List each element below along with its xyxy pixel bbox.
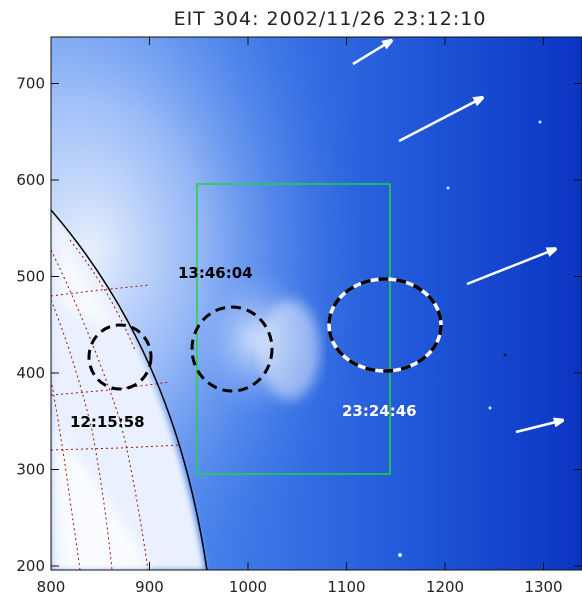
cme-core [260, 300, 320, 400]
ellipse-23-24 [327, 277, 443, 373]
star-dot [398, 553, 402, 557]
x-axis: 800 900 1000 1100 1200 1300 [37, 37, 563, 596]
time-label-2324: 23:24:46 [342, 402, 417, 420]
y-tick-label: 600 [16, 171, 45, 189]
x-tick-label: 1200 [426, 578, 464, 596]
ellipse-13-46 [190, 305, 274, 393]
heliographic-grid [51, 239, 181, 570]
time-label-1346: 13:46:04 [178, 264, 253, 282]
disk-texture [60, 240, 115, 330]
star-dot [488, 406, 492, 410]
arrow [398, 99, 480, 143]
star-dot [538, 120, 542, 124]
flow-arrows [352, 42, 560, 434]
y-tick-label: 500 [16, 268, 45, 286]
time-label-1215: 12:15:58 [70, 413, 145, 431]
solar-limb [51, 209, 208, 570]
arrow [466, 250, 553, 286]
x-tick-label: 1000 [229, 578, 267, 596]
x-tick-label: 1100 [327, 578, 365, 596]
arrow [515, 421, 560, 434]
star-dot [446, 186, 450, 190]
y-tick-label: 700 [16, 75, 45, 93]
ellipse-12-15 [87, 323, 153, 391]
y-tick-label: 400 [16, 364, 45, 382]
star-dot [503, 353, 507, 357]
y-tick-label: 300 [16, 461, 45, 479]
plot-frame [50, 36, 582, 571]
x-tick-label: 800 [37, 578, 66, 596]
arrow [352, 42, 389, 66]
disk-texture [55, 430, 150, 570]
x-tick-label: 1300 [524, 578, 562, 596]
x-tick-label: 900 [135, 578, 164, 596]
y-tick-label: 200 [16, 557, 45, 575]
y-axis: 200 300 400 500 600 700 [16, 75, 582, 575]
image-title: EIT 304: 2002/11/26 23:12:10 [174, 8, 487, 30]
